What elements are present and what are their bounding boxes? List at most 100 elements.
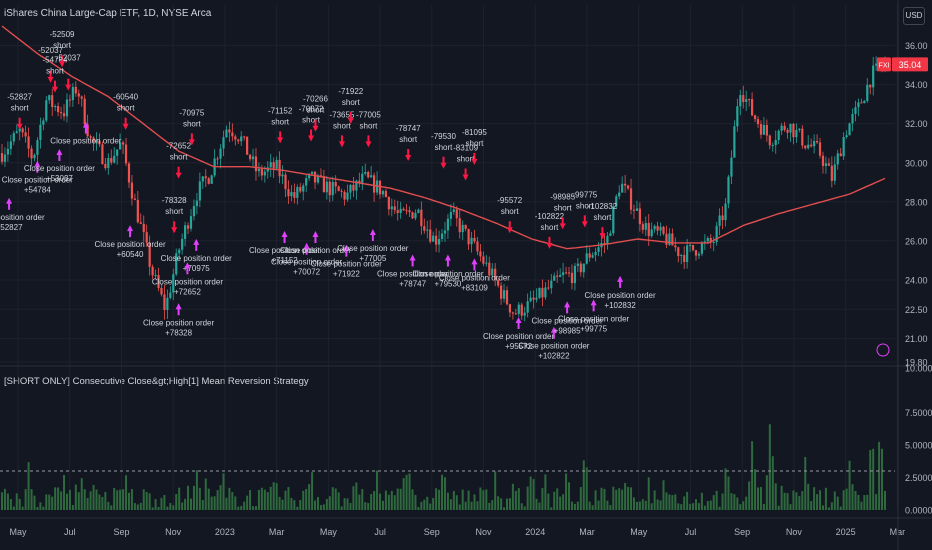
indicator-bar: [715, 490, 718, 510]
short-signal-label: -102832: [588, 202, 618, 211]
indicator-bar: [101, 496, 104, 510]
close-signal-label: Close position order: [412, 269, 483, 278]
candle-body: [538, 287, 541, 298]
indicator-bar: [228, 487, 231, 510]
candle-body: [804, 145, 807, 149]
candle-body: [281, 174, 284, 177]
indicator-bar: [821, 505, 824, 510]
indicator-bar: [287, 487, 290, 510]
candle-body: [222, 137, 225, 149]
candle-body: [15, 131, 18, 134]
candle-body: [411, 212, 414, 219]
price-badges: FXI 35.04: [876, 57, 928, 357]
time-tick-label: Nov: [476, 527, 493, 537]
indicator-title: [SHORT ONLY] Consecutive Close&gt;High[1…: [4, 376, 309, 387]
indicator-bar: [408, 473, 411, 510]
indicator-bar: [547, 493, 550, 510]
indicator-bar: [198, 487, 201, 510]
candle-body: [756, 119, 760, 125]
short-signal-arrow: [599, 227, 606, 240]
short-signal-label: -77005: [356, 110, 381, 119]
candle-body: [745, 99, 748, 102]
candle-body: [479, 251, 482, 257]
indicator-bar: [322, 504, 325, 510]
indicator-bar: [107, 501, 110, 510]
indicator-bar: [175, 494, 178, 510]
candle-body: [830, 165, 833, 181]
indicator-bar: [429, 503, 432, 510]
indicator-tick-label: 0.0000: [905, 506, 932, 516]
short-signal-sublabel: short: [117, 104, 136, 113]
candle-body: [198, 181, 201, 201]
indicator-bar: [435, 488, 438, 510]
candle-body: [603, 242, 606, 244]
short-signal-sublabel: short: [342, 98, 361, 107]
indicator-bar: [538, 502, 541, 510]
candle-body: [597, 247, 600, 252]
candle-body: [275, 159, 278, 169]
candle-body: [461, 224, 464, 233]
indicator-bar: [588, 501, 591, 510]
candle-body: [691, 244, 695, 251]
candle-body: [437, 239, 441, 245]
short-signal-arrow: [122, 117, 129, 130]
indicator-bar: [154, 499, 157, 510]
indicator-bar: [700, 492, 703, 510]
close-signal-sublabel: +79530: [434, 279, 461, 288]
indicator-bar: [653, 490, 656, 510]
candle-body: [455, 209, 458, 219]
candle-body: [172, 274, 175, 293]
indicator-bar: [195, 470, 198, 510]
candle-body: [641, 224, 644, 230]
candle-body: [219, 148, 222, 159]
indicator-bar: [683, 496, 686, 510]
indicator-bar: [730, 493, 733, 510]
candle-body: [827, 163, 830, 166]
short-signal-label: -54784: [43, 56, 68, 65]
indicator-bar: [387, 494, 390, 510]
short-signal-sublabel: short: [302, 115, 321, 124]
candle-body: [559, 274, 562, 277]
candle-body: [588, 253, 591, 258]
time-tick-label: May: [320, 527, 338, 537]
indicator-bar: [68, 489, 71, 510]
indicator-tick-label: 10.0000: [905, 364, 932, 374]
indicator-bar: [872, 448, 875, 510]
indicator-bar: [446, 492, 449, 510]
indicator-bar: [77, 492, 80, 510]
close-signal-arrow: [590, 299, 597, 312]
short-signal-label: -71922: [338, 87, 363, 96]
indicator-bar: [680, 504, 683, 510]
candle-body: [632, 209, 636, 211]
close-signal-arrow: [175, 303, 182, 316]
candle-body: [54, 106, 57, 108]
last-price-badge: [892, 57, 928, 72]
time-tick-label: Sep: [734, 527, 750, 537]
indicator-bar: [441, 474, 444, 510]
candle-body: [133, 198, 136, 200]
indicator-bar: [529, 476, 532, 510]
candle-body: [677, 247, 680, 257]
close-signal-arrow: [193, 238, 200, 251]
indicator-bar: [54, 487, 57, 510]
candle-body: [110, 158, 113, 163]
currency-button[interactable]: USD: [903, 7, 925, 25]
short-signal-arrow: [347, 111, 354, 124]
candle-body: [399, 208, 402, 213]
indicator-bar: [544, 474, 547, 510]
candle-body: [195, 200, 199, 207]
indicator-bar: [45, 494, 48, 510]
candle-body: [556, 275, 559, 277]
candle-body: [686, 245, 689, 263]
time-tick-label: Nov: [786, 527, 803, 537]
short-signal-label: -73655: [329, 110, 354, 119]
indicator-bar: [550, 507, 553, 510]
close-signal-label: Close position order: [94, 240, 165, 249]
indicator-tick-label: 5.0000: [905, 441, 932, 451]
short-signal-label: -70072: [299, 104, 324, 113]
close-signal-sublabel: +71152: [271, 256, 298, 265]
short-signal-label: -60540: [113, 93, 138, 102]
candle-body: [349, 184, 352, 193]
candle-body: [564, 272, 568, 274]
short-signal-label: -78328: [162, 196, 187, 205]
